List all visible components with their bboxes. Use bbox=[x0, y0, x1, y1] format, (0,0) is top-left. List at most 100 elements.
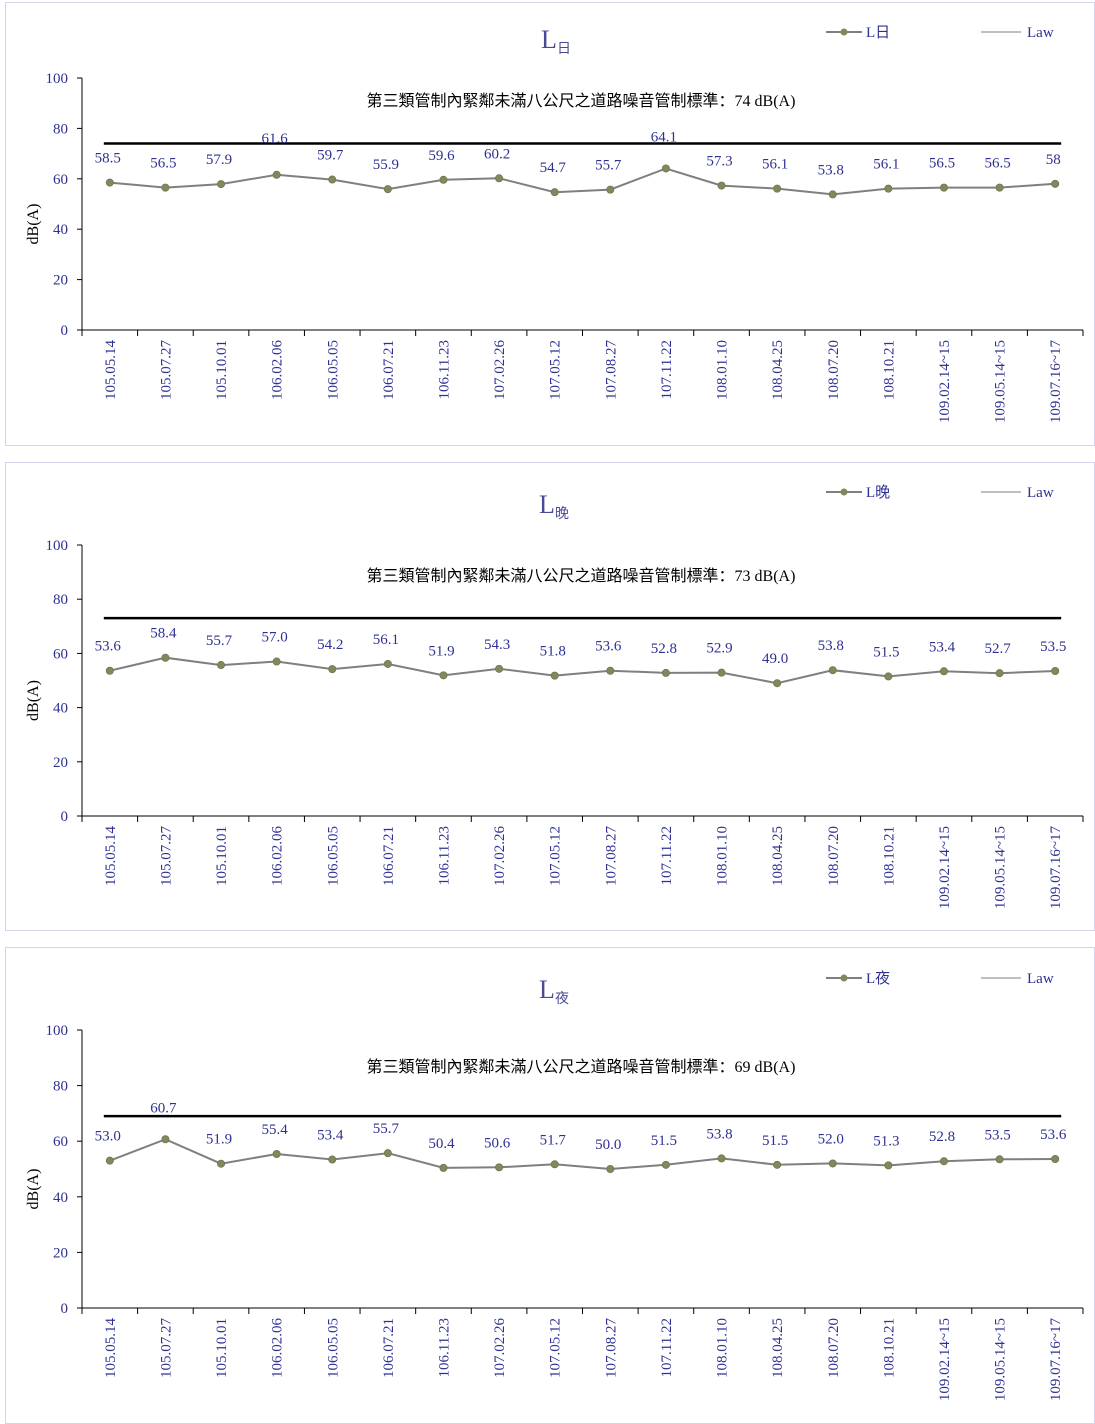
y-tick-label: 60 bbox=[53, 172, 68, 188]
data-label: 51.7 bbox=[540, 1132, 567, 1148]
x-tick-label: 107.08.27 bbox=[603, 826, 619, 887]
data-label: 59.7 bbox=[317, 148, 344, 164]
data-point bbox=[272, 657, 281, 666]
y-tick-label: 100 bbox=[46, 538, 69, 554]
data-point bbox=[105, 1156, 114, 1165]
data-label: 52.8 bbox=[929, 1129, 955, 1145]
data-label: 56.5 bbox=[984, 156, 1010, 172]
data-point bbox=[1051, 179, 1060, 188]
data-point bbox=[550, 188, 559, 197]
data-point bbox=[495, 174, 504, 183]
x-tick-label: 106.02.06 bbox=[270, 826, 286, 887]
data-point bbox=[328, 665, 337, 674]
data-point bbox=[217, 180, 226, 189]
data-point bbox=[939, 667, 948, 676]
x-tick-label: 108.10.21 bbox=[881, 1318, 897, 1378]
x-tick-label: 107.05.12 bbox=[548, 1318, 564, 1378]
data-label: 50.4 bbox=[428, 1136, 455, 1152]
series-line-night bbox=[109, 1138, 1056, 1171]
x-tick-label: 109.07.16~17 bbox=[1048, 826, 1064, 910]
data-label: 50.0 bbox=[595, 1137, 621, 1153]
data-label: 60.7 bbox=[150, 1100, 177, 1116]
y-tick-label: 0 bbox=[61, 1301, 69, 1317]
x-tick-label: 109.02.14~15 bbox=[937, 1318, 953, 1401]
y-axis-label: dB(A) bbox=[25, 680, 42, 721]
data-point bbox=[161, 653, 170, 662]
data-point bbox=[606, 1164, 615, 1173]
x-tick-label: 105.10.01 bbox=[214, 340, 230, 400]
x-tick-label: 108.07.20 bbox=[826, 826, 842, 886]
x-tick-label: 107.02.26 bbox=[492, 340, 508, 401]
legend-series-label: L日 bbox=[866, 25, 890, 41]
x-tick-label: 105.10.01 bbox=[214, 1318, 230, 1378]
data-point bbox=[383, 1149, 392, 1158]
x-tick-label: 105.07.27 bbox=[158, 340, 174, 401]
data-point bbox=[495, 664, 504, 673]
legend-series-marker bbox=[840, 28, 848, 36]
data-label: 57.0 bbox=[262, 630, 288, 646]
data-label: 56.5 bbox=[150, 156, 176, 172]
data-label: 53.8 bbox=[818, 638, 844, 654]
x-tick-label: 106.07.21 bbox=[381, 1318, 397, 1378]
data-point bbox=[439, 1163, 448, 1172]
legend-series-marker bbox=[840, 488, 848, 496]
data-label: 54.3 bbox=[484, 637, 510, 653]
x-tick-label: 107.08.27 bbox=[603, 1318, 619, 1379]
data-label: 55.4 bbox=[262, 1122, 289, 1138]
data-point bbox=[828, 666, 837, 675]
data-label: 54.2 bbox=[317, 637, 343, 653]
x-tick-label: 107.05.12 bbox=[548, 826, 564, 886]
data-point bbox=[939, 183, 948, 192]
x-tick-label: 105.10.01 bbox=[214, 826, 230, 886]
y-tick-label: 60 bbox=[53, 646, 68, 662]
y-tick-label: 100 bbox=[46, 71, 69, 87]
legend-law-label: Law bbox=[1027, 25, 1054, 41]
x-tick-label: 107.11.22 bbox=[659, 826, 675, 885]
x-tick-label: 108.07.20 bbox=[826, 340, 842, 400]
y-tick-label: 80 bbox=[53, 1079, 68, 1095]
x-tick-label: 106.11.23 bbox=[436, 1318, 452, 1377]
data-label: 51.5 bbox=[762, 1133, 788, 1149]
data-label: 52.9 bbox=[706, 641, 732, 657]
data-label: 52.8 bbox=[651, 641, 677, 657]
x-tick-label: 106.07.21 bbox=[381, 340, 397, 400]
chart-l-evening: L晚 L晚 Law 0 20 40 60 80 100 dB(A) 105.05.14 105.07.… bbox=[25, 484, 1084, 910]
data-point bbox=[328, 1155, 337, 1164]
x-tick-label: 106.05.05 bbox=[325, 826, 341, 886]
x-tick-label: 109.07.16~17 bbox=[1048, 340, 1064, 424]
data-label: 56.1 bbox=[762, 157, 788, 173]
x-tick-label: 107.02.26 bbox=[492, 826, 508, 887]
data-label: 56.1 bbox=[873, 157, 899, 173]
law-annotation: 第三類管制內緊鄰未滿八公尺之道路噪音管制標準：73 dB(A) bbox=[367, 567, 796, 585]
data-point bbox=[717, 668, 726, 677]
chart-l-day: L日 L日 Law 0 20 40 60 80 100 dB(A) 105.05.14 105.07.… bbox=[25, 25, 1084, 424]
data-point bbox=[828, 190, 837, 199]
data-label: 53.8 bbox=[818, 162, 844, 178]
x-tick-label: 109.05.14~15 bbox=[993, 826, 1009, 909]
data-label: 52.0 bbox=[818, 1131, 844, 1147]
data-label: 61.6 bbox=[262, 131, 289, 147]
chart-title: L夜 bbox=[539, 975, 569, 1007]
data-label: 53.4 bbox=[929, 639, 956, 655]
data-label: 53.4 bbox=[317, 1128, 344, 1144]
data-point bbox=[939, 1157, 948, 1166]
y-tick-label: 100 bbox=[46, 1023, 69, 1039]
data-label: 51.3 bbox=[873, 1133, 899, 1149]
legend-law-label: Law bbox=[1027, 971, 1054, 987]
data-label: 55.7 bbox=[373, 1121, 400, 1137]
x-tick-label: 108.01.10 bbox=[715, 1318, 731, 1378]
chart-panel-l-night: L夜 L夜 Law 0 20 40 60 80 100 dB(A) 105.05.14 105.07.… bbox=[5, 947, 1095, 1424]
x-tick-label: 107.05.12 bbox=[548, 340, 564, 400]
y-tick-label: 20 bbox=[53, 273, 68, 289]
series-line-day bbox=[109, 167, 1056, 196]
data-point bbox=[884, 1161, 893, 1170]
data-point bbox=[606, 666, 615, 675]
y-tick-label: 40 bbox=[53, 701, 68, 717]
data-label: 56.1 bbox=[373, 632, 399, 648]
data-label: 50.6 bbox=[484, 1135, 511, 1151]
data-label: 57.3 bbox=[706, 154, 732, 170]
data-point bbox=[105, 666, 114, 675]
data-label: 53.6 bbox=[1040, 1127, 1067, 1143]
data-label: 55.7 bbox=[595, 158, 622, 174]
data-label: 53.6 bbox=[595, 639, 622, 655]
